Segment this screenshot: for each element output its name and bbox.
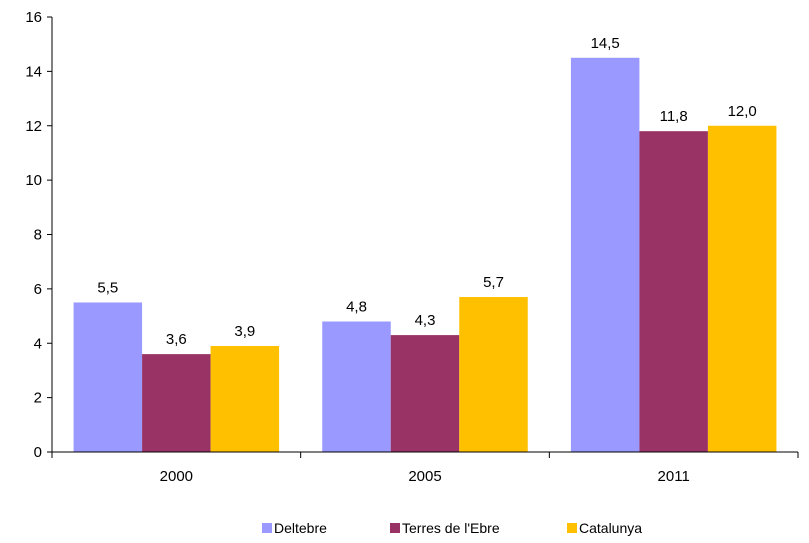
- legend-swatch: [262, 523, 272, 533]
- y-tick-label: 12: [25, 118, 42, 135]
- axes-group: 0 2 4 6 8 10 12 14 16 2000 2005 2011: [25, 9, 799, 485]
- bars-group: [73, 57, 777, 452]
- legend: Deltebre Terres de l'Ebre Catalunya: [262, 520, 642, 536]
- bar-catalunya-2000: [210, 345, 280, 452]
- data-label: 4,3: [415, 312, 436, 329]
- bar-deltebre-2005: [322, 321, 391, 452]
- x-tick-label: 2005: [408, 468, 441, 485]
- y-tick-label: 16: [25, 9, 42, 26]
- legend-label: Deltebre: [274, 520, 327, 536]
- legend-swatch: [567, 523, 577, 533]
- y-tick-label: 8: [34, 227, 42, 244]
- bar-catalunya-2005: [459, 297, 528, 452]
- data-label: 4,8: [346, 299, 367, 316]
- data-label: 14,5: [591, 35, 620, 52]
- data-label: 3,9: [234, 323, 255, 340]
- y-tick-label: 4: [34, 335, 42, 352]
- labels-group: 5,5 4,8 14,5 3,6 4,3 11,8 3,9 5,7 12,0: [97, 35, 756, 348]
- bar-terres-de-l-ebre-2005: [390, 335, 460, 452]
- legend-swatch: [390, 523, 400, 533]
- legend-label: Terres de l'Ebre: [402, 520, 500, 536]
- y-tick-label: 0: [34, 444, 42, 461]
- y-tick-label: 10: [25, 172, 42, 189]
- data-label: 5,5: [97, 279, 118, 296]
- y-tick-label: 6: [34, 281, 42, 298]
- legend-label: Catalunya: [579, 520, 642, 536]
- bar-deltebre-2011: [570, 57, 640, 452]
- y-tick-label: 2: [34, 390, 42, 407]
- bar-terres-de-l-ebre-2011: [639, 131, 708, 452]
- x-tick-label: 2000: [160, 468, 193, 485]
- bar-terres-de-l-ebre-2000: [142, 354, 211, 452]
- data-label: 12,0: [728, 103, 757, 120]
- y-tick-label: 14: [25, 63, 42, 80]
- bar-deltebre-2000: [73, 302, 143, 452]
- bar-catalunya-2011: [707, 125, 777, 452]
- data-label: 5,7: [483, 274, 504, 291]
- x-tick-label: 2011: [658, 468, 690, 485]
- data-label: 11,8: [660, 108, 688, 125]
- data-label: 3,6: [166, 331, 187, 348]
